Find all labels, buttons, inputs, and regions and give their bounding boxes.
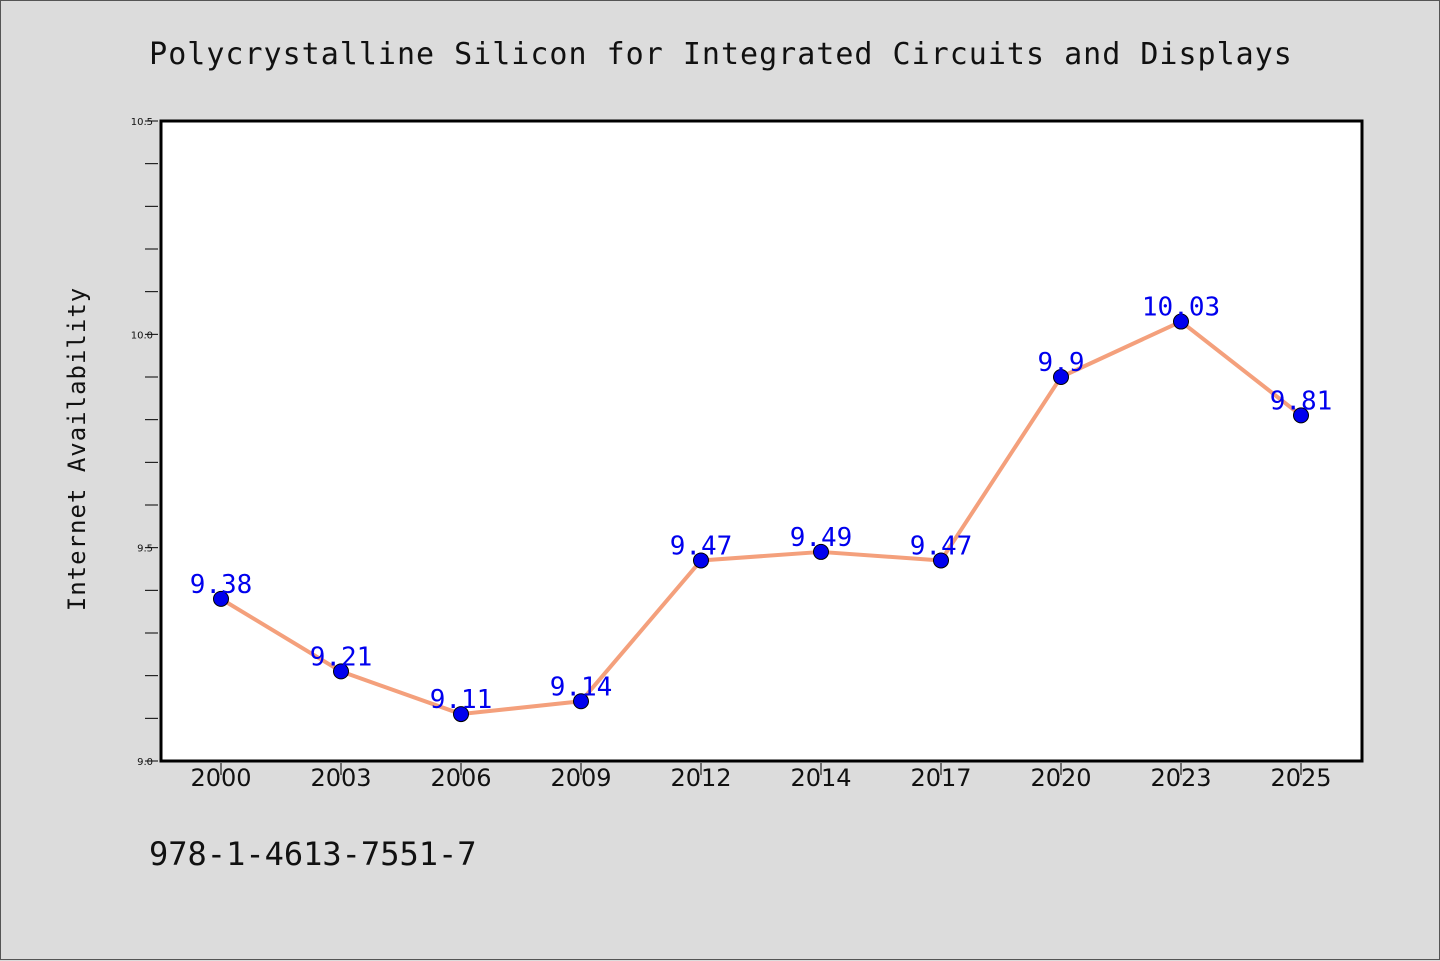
x-axis-ticks: 2000 2003 2006 2009 2012 2014 2017 2020 2023 2025 [190, 763, 1332, 792]
data-point [933, 552, 949, 569]
x-tick-label: 2014 [790, 764, 851, 792]
data-label: 9.21 [310, 642, 373, 672]
data-label: 9.38 [190, 570, 253, 600]
x-tick-label: 2020 [1030, 764, 1091, 792]
data-label: 9.47 [670, 531, 733, 561]
data-label: 9.47 [910, 531, 973, 561]
data-point [1053, 369, 1069, 385]
data-label: 9.81 [1270, 386, 1333, 416]
data-point [1173, 313, 1189, 330]
series-line [219, 319, 1303, 717]
data-point [693, 552, 709, 569]
y-tick-label: 10.5 [131, 117, 153, 128]
chart-title: Polycrystalline Silicon for Integrated C… [149, 37, 1293, 72]
plot-area [159, 119, 1364, 763]
data-label: 9.11 [430, 685, 493, 715]
y-axis-ticks: 9.0 9.5 10.0 10.5 [131, 117, 158, 768]
data-label: 9.14 [550, 672, 613, 702]
y-axis-label: Internet Availability [63, 287, 91, 611]
data-point [813, 543, 829, 560]
data-point [453, 706, 469, 723]
data-label: 10.03 [1142, 293, 1220, 323]
y-tick-label: 9.0 [137, 757, 153, 768]
x-tick-label: 2025 [1270, 764, 1331, 792]
y-tick-label: 10.0 [131, 330, 153, 341]
x-tick-label: 2012 [670, 764, 731, 792]
x-tick-label: 2009 [550, 764, 611, 792]
series-layer [213, 313, 1309, 723]
data-point [573, 693, 589, 710]
data-label: 9.9 [1038, 348, 1085, 378]
data-point [333, 663, 349, 680]
isbn-text: 978-1-4613-7551-7 [149, 835, 477, 873]
x-tick-label: 2017 [910, 764, 971, 792]
data-labels: 9.38 9.21 9.11 9.14 9.47 9.49 9.47 9.9 10.03 9.81 [190, 293, 1333, 716]
y-tick-label: 9.5 [137, 544, 153, 555]
x-tick-label: 2003 [310, 764, 371, 792]
x-tick-label: 2000 [190, 764, 251, 792]
x-tick-label: 2023 [1150, 764, 1211, 792]
data-point [213, 590, 229, 607]
data-point [1293, 407, 1309, 424]
x-tick-label: 2006 [430, 764, 491, 792]
data-label: 9.49 [790, 523, 853, 553]
